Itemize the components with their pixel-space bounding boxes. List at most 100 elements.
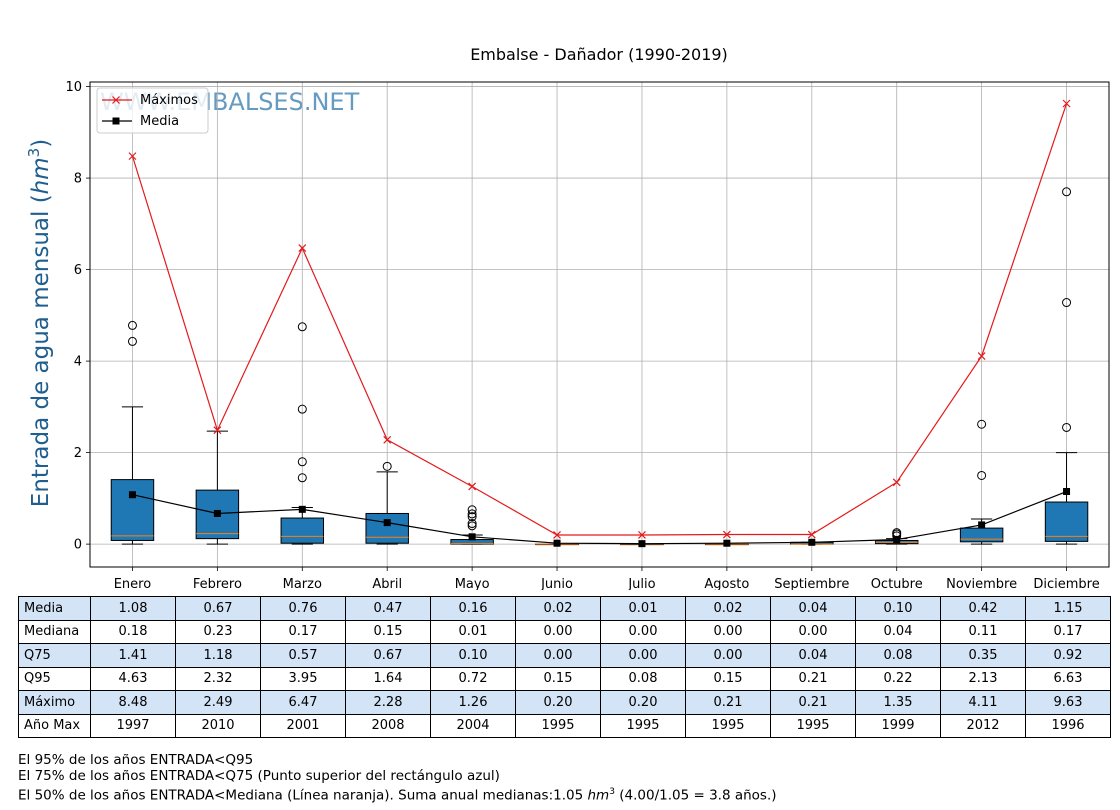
outlier-point (382, 461, 392, 471)
table-row-label: Máximo (18, 690, 91, 715)
table-cell: 2.49 (175, 690, 261, 715)
table-cell: 0.15 (345, 619, 431, 644)
x-tick-label: Abril (372, 577, 402, 590)
table-cell: 3.95 (260, 666, 346, 691)
table-row: Q75 1.41 1.18 0.57 0.67 0.10 0.00 0.00 0.00 0.04 0… (18, 643, 1111, 668)
table-cell: 0.21 (770, 666, 856, 691)
y-tick-label: 8 (74, 172, 82, 187)
x-tick-label: Octubre (871, 577, 923, 590)
outlier-point (297, 404, 307, 414)
outlier-point (977, 470, 987, 480)
note-median-exp: 3 (609, 787, 615, 797)
media-point (638, 540, 646, 548)
maximos-point (383, 435, 392, 444)
table-cell: 0.08 (600, 666, 686, 691)
note-q75: El 75% de los años ENTRADA<Q75 (Punto su… (18, 768, 500, 784)
table-cell: 0.10 (430, 643, 516, 668)
media-point (213, 509, 221, 517)
table-cell: 0.16 (430, 596, 516, 621)
table-cell: 2012 (940, 713, 1026, 738)
media-point (723, 539, 731, 547)
table-cell: 2.13 (940, 666, 1026, 691)
table-cell: 1995 (515, 713, 601, 738)
maximos-point (807, 530, 816, 539)
table-cell: 0.02 (515, 596, 601, 621)
table-row: Media 1.08 0.67 0.76 0.47 0.16 0.02 0.01 0.02 0.0… (18, 596, 1111, 621)
outlier-point (297, 457, 307, 467)
legend-maximos-label: Máximos (140, 93, 198, 108)
note-median-text: El 50% de los años ENTRADA<Mediana (Líne… (18, 787, 588, 804)
box (959, 527, 1004, 543)
table-cell: 0.10 (855, 596, 941, 621)
box (280, 517, 325, 544)
table-cell: 0.01 (430, 619, 516, 644)
outlier-point (467, 519, 477, 529)
ticks: Enero Febrero Marzo Abril Mayo Junio Julio Agos… (65, 80, 1099, 590)
outlier-point (297, 473, 307, 483)
table-cell: 2004 (430, 713, 516, 738)
note-q95: El 95% de los años ENTRADA<Q95 (18, 752, 254, 768)
table-cell: 0.21 (770, 690, 856, 715)
table-cell: 4.11 (940, 690, 1026, 715)
table-cell: 6.63 (1025, 666, 1111, 691)
table-cell: 1.26 (430, 690, 516, 715)
maximos-point (128, 152, 137, 161)
table-cell: 0.04 (855, 619, 941, 644)
table-row: Año Max 1997 2010 2001 2008 2004 1995 1995 1995 1… (18, 713, 1111, 738)
y-tick-label: 2 (74, 446, 82, 461)
x-tick-label: Febrero (193, 577, 242, 590)
table-cell: 1995 (600, 713, 686, 738)
x-tick-label: Septiembre (774, 577, 849, 590)
outlier-point (127, 336, 137, 346)
note-median-tail: (4.00/1.05 = 3.8 años.) (614, 787, 777, 804)
table-cell: 2001 (260, 713, 346, 738)
table-cell: 8.48 (90, 690, 176, 715)
table-cell: 6.47 (260, 690, 346, 715)
table-cell: 2008 (345, 713, 431, 738)
table-cell: 2010 (175, 713, 261, 738)
table-cell: 0.17 (260, 619, 346, 644)
media-point (978, 521, 986, 529)
table-cell: 0.21 (685, 690, 771, 715)
table-cell: 9.63 (1025, 690, 1111, 715)
maximos-point (638, 531, 646, 539)
legend: Máximos Media (96, 87, 209, 134)
table-cell: 1.35 (855, 690, 941, 715)
maximos-point (977, 352, 986, 360)
media-point (468, 533, 476, 541)
table-cell: 1997 (90, 713, 176, 738)
outlier-point (467, 505, 477, 515)
y-tick-label: 6 (74, 263, 82, 278)
x-tick-label: Junio (540, 577, 573, 590)
table-cell: 0.00 (515, 619, 601, 644)
table-cell: 0.67 (175, 596, 261, 621)
table-row-label: Media (18, 596, 91, 621)
table-cell: 1999 (855, 713, 941, 738)
media-line (132, 490, 1067, 545)
table-cell: 1.15 (1025, 596, 1111, 621)
outlier-point (467, 521, 477, 531)
table-cell: 0.00 (770, 619, 856, 644)
maximos-point (553, 531, 561, 539)
table-cell: 0.01 (600, 596, 686, 621)
table-cell: 0.35 (940, 643, 1026, 668)
media-point (553, 539, 561, 547)
table-cell: 0.20 (600, 690, 686, 715)
box-plot-chart: Embalse - Dañador (1990-2019) WWW.EMBALS… (25, 45, 1110, 590)
table-cell: 0.04 (770, 596, 856, 621)
stats-table: Media 1.08 0.67 0.76 0.47 0.16 0.02 0.01 0.02 0.0… (18, 596, 1111, 738)
table-cell: 0.00 (515, 643, 601, 668)
table-cell: 2.28 (345, 690, 431, 715)
y-tick-label: 0 (74, 538, 82, 553)
table-cell: 1996 (1025, 713, 1111, 738)
table-row-label: Q95 (18, 666, 91, 691)
table-row: Máximo 8.48 2.49 6.47 2.28 1.26 0.20 0.20 0.21 0.… (18, 690, 1111, 715)
x-tick-label: Marzo (283, 577, 322, 590)
table-cell: 1.64 (345, 666, 431, 691)
legend-media-marker (112, 117, 120, 125)
table-cell: 0.72 (430, 666, 516, 691)
table-cell: 0.92 (1025, 643, 1111, 668)
table-cell: 0.76 (260, 596, 346, 621)
legend-frame (96, 87, 209, 134)
y-tick-label: 4 (74, 355, 82, 370)
